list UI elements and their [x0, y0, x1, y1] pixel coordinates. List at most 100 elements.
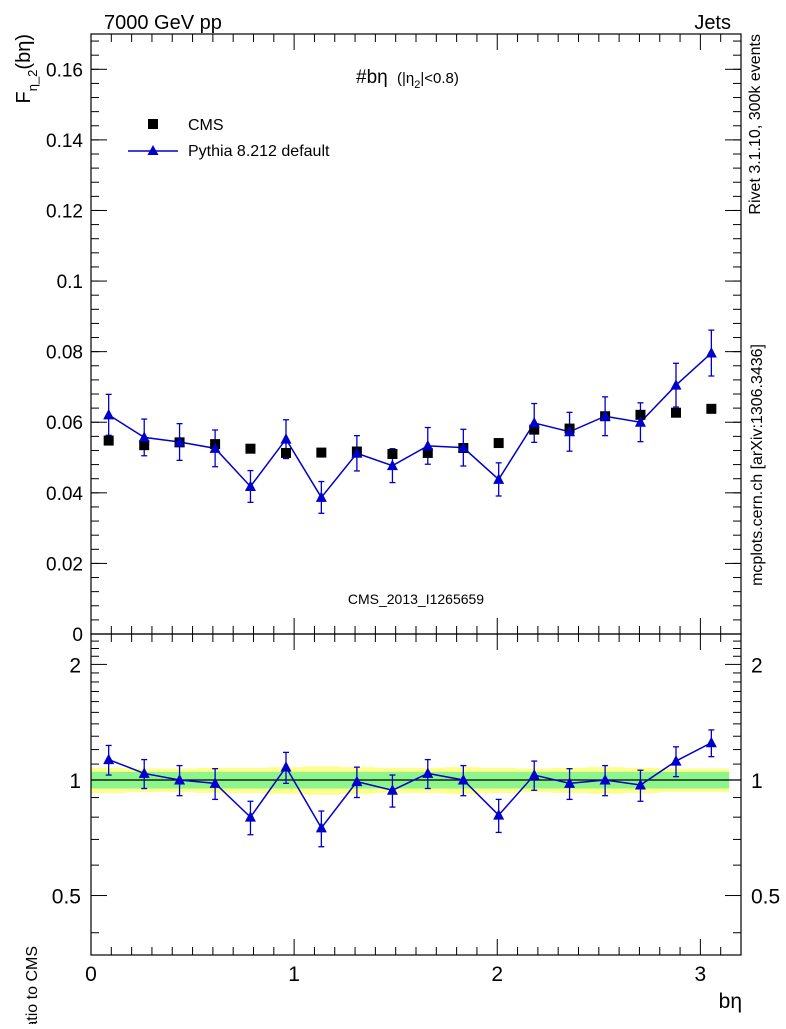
pythia-error-bars: [105, 329, 715, 514]
ratio-point: [209, 777, 221, 788]
ratio-xtick-label: 3: [695, 963, 707, 986]
main-ytick-label: 0.08: [46, 343, 83, 364]
ratio-frame: [90, 633, 742, 956]
ratio-point: [528, 769, 540, 780]
cms-point: [635, 409, 646, 420]
cms-point: [316, 447, 327, 458]
cms-markers: [103, 403, 717, 459]
ratio-point: [244, 811, 256, 822]
main-ytick-label: 0.06: [46, 413, 83, 434]
ratio-point: [564, 777, 576, 788]
pythia-point: [599, 410, 611, 421]
main-ytick-label: 0.1: [57, 272, 83, 293]
pythia-point: [138, 431, 150, 442]
pythia-point: [244, 480, 256, 491]
cms-point: [245, 443, 256, 454]
main-ytick-label: 0.02: [46, 554, 83, 575]
main-ylabel-tail: (bη): [13, 34, 35, 70]
pythia-point: [103, 408, 115, 420]
ratio-ticks: [90, 634, 742, 955]
ratio-ytick-labels: 0.5 0.5 1 1 2 2: [52, 654, 780, 908]
rivet-label: Rivet 3.1.10, 300k events: [747, 34, 764, 215]
cms-point: [529, 424, 540, 435]
ratio-ytick-label: 0.5: [52, 886, 81, 909]
ratio-xtick-label: 1: [288, 963, 300, 986]
header-right-label: Jets: [694, 12, 731, 34]
ratio-point: [386, 784, 398, 795]
pythia-point: [457, 441, 469, 453]
ratio-point: [315, 821, 327, 833]
pythia-point: [670, 379, 682, 390]
ratio-ytick-label: 1: [69, 770, 81, 793]
pythia-point: [705, 347, 717, 358]
pythia-line: [108, 352, 712, 499]
ratio-ylabel: Ratio to CMS: [24, 946, 41, 1024]
ratio-point: [103, 753, 115, 765]
chart-title-main: #bη: [356, 67, 388, 88]
legend-cms-marker: [148, 119, 158, 129]
main-ylabel: Fη_2(bη): [13, 34, 40, 104]
main-panel: 0 0.02 0.04 0.06 0.08 0.1 0.12 0.14 0.16 #bη (|η…: [13, 33, 742, 646]
ratio-point: [457, 773, 469, 785]
ratio-point: [351, 775, 363, 787]
pythia-point: [386, 459, 398, 471]
cms-point: [281, 447, 291, 458]
cms-point: [387, 449, 398, 459]
analysis-watermark: CMS_2013_I1265659: [348, 591, 484, 607]
pythia-markers: [103, 347, 717, 502]
ratio-point: [599, 773, 611, 785]
main-ytick-label: 0.16: [46, 60, 83, 81]
ratio-point: [422, 767, 434, 778]
main-ytick-label: 0.14: [46, 131, 83, 152]
ratio-point: [634, 779, 646, 790]
pythia-point: [528, 416, 540, 428]
ratio-point: [138, 767, 150, 778]
cms-point: [493, 438, 504, 449]
cms-point: [706, 403, 717, 414]
ratio-xtick-label: 0: [85, 963, 97, 986]
main-ytick-label: 0.04: [46, 484, 83, 505]
main-ytick-label: 0.12: [46, 201, 83, 222]
main-ytick-label: 0: [72, 625, 83, 646]
main-ylabel-main: F: [13, 91, 35, 103]
pythia-point: [280, 433, 292, 444]
ratio-point: [280, 761, 292, 772]
main-ticks: [90, 34, 742, 635]
pythia-point: [351, 447, 363, 458]
ratio-line: [108, 742, 712, 830]
chart-title-cut-sub: 2: [414, 79, 420, 91]
ratio-point: [670, 755, 682, 766]
ratio-point: [174, 773, 186, 785]
chart-title: #bη (|η2|<0.8): [356, 67, 459, 91]
chart-title-cut: (|η: [397, 70, 414, 87]
pythia-point: [564, 425, 576, 437]
legend: CMS Pythia 8.212 default: [128, 117, 330, 160]
cms-point: [671, 407, 681, 418]
ratio-xtick-label: 2: [491, 963, 503, 986]
cms-point: [422, 447, 433, 458]
pythia-point: [209, 442, 221, 453]
ratio-ytick-label-right: 0.5: [751, 886, 780, 909]
ratio-ytick-label-right: 1: [751, 770, 763, 793]
ratio-point: [705, 736, 717, 748]
legend-pythia-label: Pythia 8.212 default: [188, 143, 330, 160]
ratio-panel: 0.5 0.5 1 1 2 2 0 1 2 3 Ratio to CMS bη: [24, 633, 780, 1029]
legend-cms-label: CMS: [188, 117, 224, 134]
pythia-point: [315, 491, 327, 502]
legend-pythia-marker: [147, 145, 159, 155]
ratio-xtick-labels: 0 1 2 3: [85, 963, 706, 986]
ratio-ytick-label-right: 2: [751, 654, 763, 677]
chart-title-cut-tail: |<0.8): [420, 70, 459, 87]
main-ylabel-sub: η_2: [25, 70, 40, 92]
ratio-point: [493, 809, 505, 820]
header-left-label: 7000 GeV pp: [104, 12, 222, 34]
cms-point: [103, 435, 114, 446]
cms-point: [139, 440, 150, 451]
pythia-point: [493, 473, 505, 484]
ratio-markers: [103, 736, 717, 833]
mcplots-label: mcplots.cern.ch [arXiv:1306.3436]: [749, 344, 766, 586]
main-ytick-labels: 0 0.02 0.04 0.06 0.08 0.1 0.12 0.14 0.16: [46, 60, 83, 646]
pythia-point: [634, 416, 646, 427]
